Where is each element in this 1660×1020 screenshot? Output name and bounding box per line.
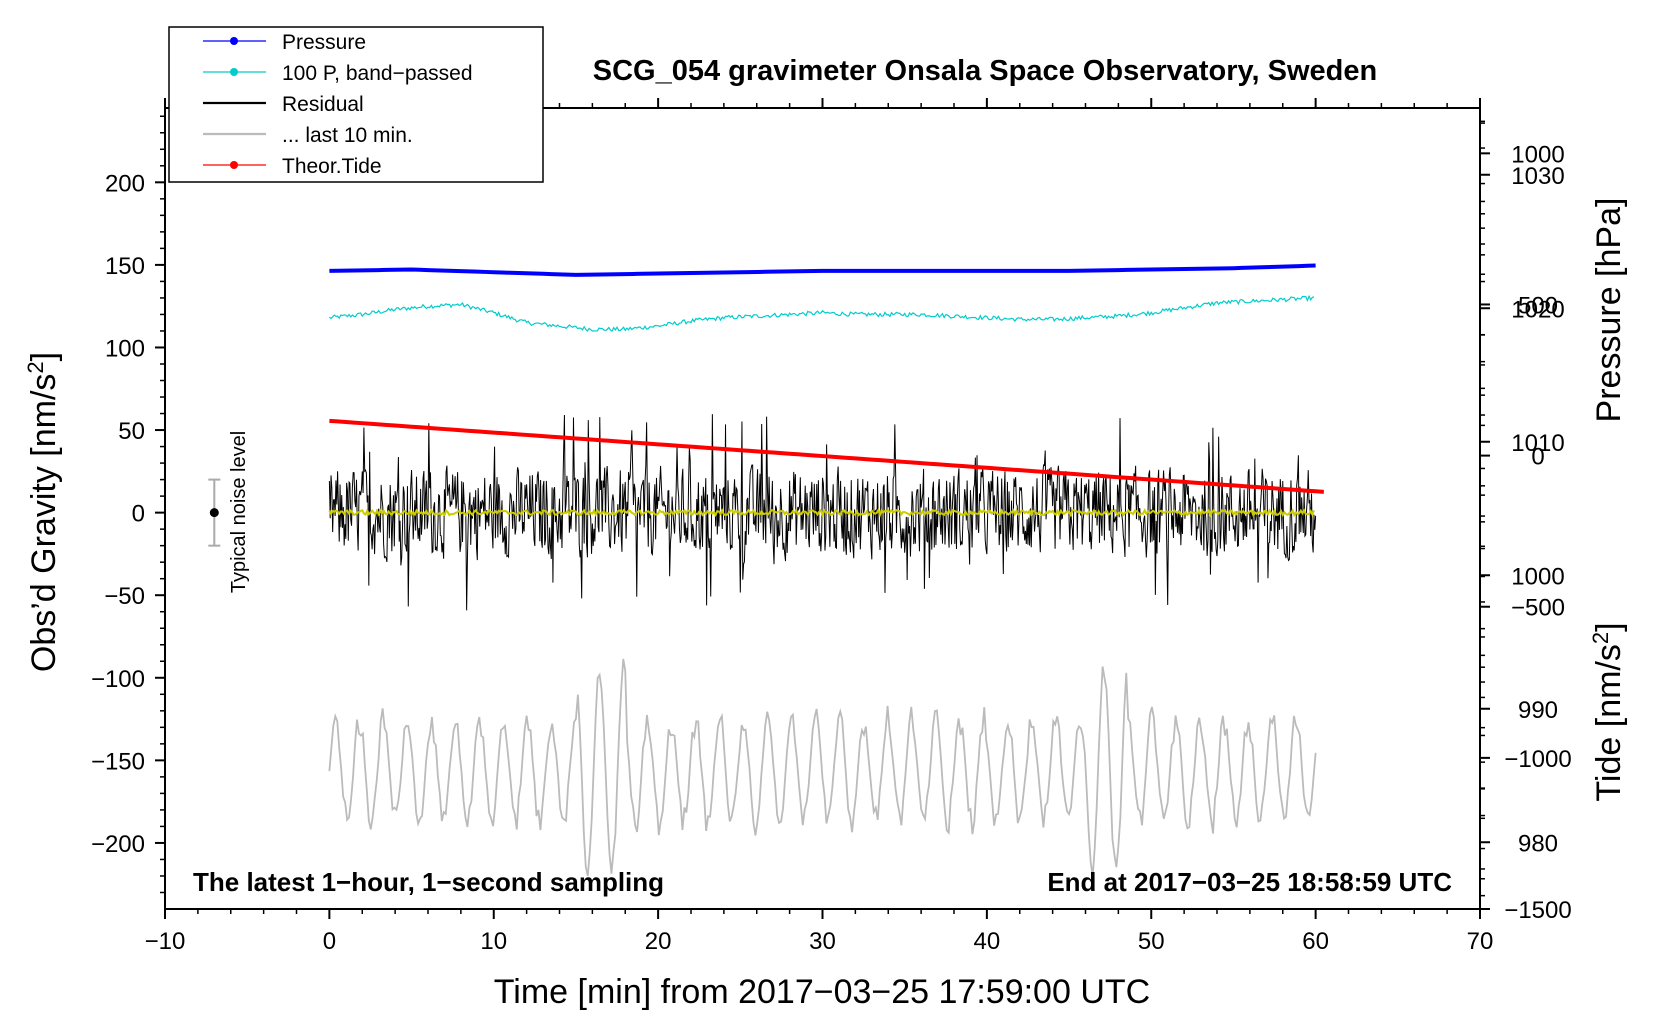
legend-label: 100 P, band−passed: [282, 62, 473, 85]
x-tick-label: 20: [645, 928, 672, 955]
pressure-axis: 980 990 1000 1010 1020 1030: [1480, 120, 1565, 897]
series-theoretical-tide: [329, 418, 1324, 494]
gravity-tick-label: 0: [132, 501, 145, 528]
x-axis: −10 0 10 20 30 40 50 60 70: [145, 98, 1494, 955]
series-band-passed-pressure: [328, 294, 1315, 332]
legend-marker: [230, 161, 238, 169]
x-tick-label: 50: [1138, 928, 1165, 955]
noise-level-indicator: [208, 478, 221, 547]
tide-label-main: Tide [nm/s: [1590, 644, 1628, 801]
tide-tick-label: 1000: [1511, 141, 1564, 168]
tide-tick-label: 500: [1518, 292, 1558, 319]
x-tick-label: 70: [1467, 928, 1494, 955]
gravity-tick-label: 150: [105, 253, 145, 280]
pressure-tick-label: 1020: [1511, 296, 1564, 323]
gravity-tick-label: 100: [105, 335, 145, 362]
legend: Pressure 100 P, band−passed Residual ... la…: [168, 26, 544, 183]
tide-axis: −1500 −1000 −500 0 500 1000: [1480, 122, 1572, 924]
tide-tick-label: −1000: [1504, 746, 1571, 773]
x-tick-label: 0: [323, 928, 336, 955]
gravity-tick-label: −100: [91, 666, 145, 693]
noise-level-label: Typical noise level: [228, 431, 250, 593]
gravity-tick-label: −200: [91, 831, 145, 858]
x-tick-label: 60: [1302, 928, 1329, 955]
gravity-tick-label: 200: [105, 170, 145, 197]
x-tick-label: 10: [480, 928, 507, 955]
legend-label: Residual: [282, 93, 364, 116]
tide-tick-label: −500: [1511, 595, 1565, 622]
legend-marker: [230, 37, 238, 45]
series-last-10-min: [328, 658, 1317, 877]
y-axis-title-tide: Tide [nm/s2]: [1588, 622, 1628, 801]
pressure-tick-label: 1000: [1511, 563, 1564, 590]
legend-marker: [230, 68, 238, 76]
legend-label: Theor.Tide: [282, 155, 382, 178]
tide-label-close: ]: [1590, 622, 1628, 631]
tide-label-sup: 2: [1588, 632, 1613, 644]
y-axis-title-gravity: Obs’d Gravity [nm/s2]: [23, 352, 63, 672]
x-tick-label: 30: [809, 928, 836, 955]
gravity-tick-label: −150: [91, 748, 145, 775]
gravity-tick-label: −50: [104, 583, 145, 610]
pressure-tick-label: 980: [1518, 830, 1558, 857]
gravity-label-close: ]: [25, 352, 63, 361]
series-pressure: [329, 263, 1316, 277]
series-group: [328, 263, 1324, 877]
noise-center-dot: [209, 508, 219, 518]
pressure-tick-label: 1030: [1511, 163, 1564, 190]
pressure-tick-label: 1010: [1511, 430, 1564, 457]
gravity-axis: −200 −150 −100 −50 0 50 100 150 200: [91, 115, 165, 894]
y-axis-title-pressure: Pressure [hPa]: [1590, 198, 1628, 423]
legend-label: ... last 10 min.: [282, 124, 413, 147]
chart-title: SCG_054 gravimeter Onsala Space Observat…: [593, 55, 1377, 87]
x-tick-label: 40: [974, 928, 1001, 955]
tide-tick-label: 0: [1531, 444, 1544, 471]
x-tick-label: −10: [145, 928, 186, 955]
gravity-label-main: Obs’d Gravity [nm/s: [25, 374, 63, 673]
legend-label: Pressure: [282, 31, 366, 54]
legend-box: [168, 26, 544, 183]
pressure-tick-label: 990: [1518, 697, 1558, 724]
x-axis-title: Time [min] from 2017−03−25 17:59:00 UTC: [494, 973, 1150, 1011]
series-residual-smoothed: [328, 507, 1315, 518]
end-time-annotation: End at 2017−03−25 18:58:59 UTC: [1047, 867, 1452, 897]
gravity-label-sup: 2: [23, 361, 48, 373]
series-residual: [328, 414, 1317, 611]
sampling-annotation: The latest 1−hour, 1−second sampling: [193, 867, 664, 897]
tide-tick-label: −1500: [1504, 897, 1571, 924]
gravity-tick-label: 50: [118, 418, 145, 445]
